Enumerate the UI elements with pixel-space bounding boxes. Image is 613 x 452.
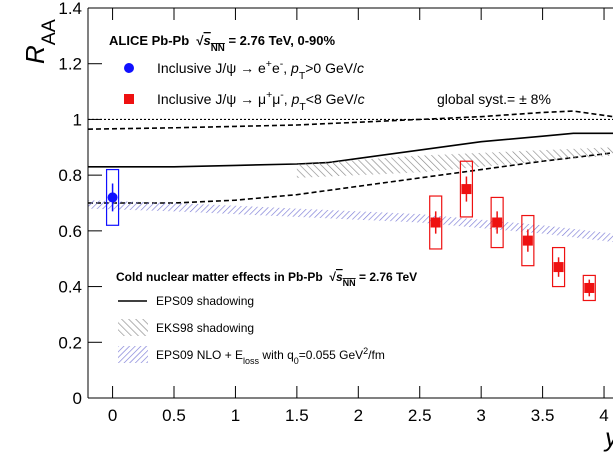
y-tick-label: 0.6: [58, 222, 82, 241]
syst-box: [521, 214, 535, 267]
legend-label-part: +: [266, 89, 272, 101]
models-title-part: √: [329, 270, 336, 284]
y-tick-label: 1.2: [58, 55, 82, 74]
syst-box: [105, 168, 120, 226]
marker: [461, 184, 472, 195]
syst-box: [551, 246, 566, 288]
marker: [553, 262, 564, 273]
legend-label-part: p: [291, 91, 300, 107]
legend-label-part: p: [290, 60, 299, 76]
syst-box: [429, 195, 443, 250]
legend-label-part: EPS09 shadowing: [156, 294, 254, 308]
model-band: [88, 200, 613, 242]
legend-label-part: Inclusive J/ψ → e: [157, 60, 266, 76]
legend-header-part: ALICE Pb-Pb: [109, 33, 196, 48]
legend-header-part: s: [204, 33, 211, 48]
legend-label-part: e: [272, 60, 280, 76]
y-axis-title-part: R: [20, 45, 50, 64]
x-tick-label: 2: [354, 406, 363, 425]
legend-label-part: -: [280, 89, 284, 101]
legend-header-part: NN: [211, 43, 225, 54]
legend-label-part: T: [299, 70, 306, 82]
x-axis-title: y: [603, 422, 613, 452]
legend-label-part: EKS98 shadowing: [156, 321, 254, 335]
data-points: [105, 160, 596, 302]
model-band: [296, 147, 613, 178]
marker: [430, 217, 441, 228]
legend-label-part: +: [266, 58, 272, 70]
models-title-part: Cold nuclear matter effects in Pb-Pb: [116, 270, 329, 284]
legend-label-part: c: [357, 60, 364, 76]
models-title-part: NN: [343, 278, 356, 288]
x-tick-label: 0: [108, 406, 117, 425]
legend-label-part: c: [358, 91, 365, 107]
y-tick-label: 0.8: [58, 166, 82, 185]
legend-header-part: √: [196, 33, 204, 48]
legend-label: EKS98 shadowing: [156, 321, 254, 335]
models-title: Cold nuclear matter effects in Pb-Pb √sN…: [116, 270, 417, 288]
marker: [584, 282, 595, 293]
legend-header: ALICE Pb-Pb √sNN = 2.76 TeV, 0-90%: [109, 33, 336, 54]
legend-swatch: [118, 319, 148, 336]
x-tick-label: 1: [231, 406, 240, 425]
marker: [107, 192, 118, 203]
model-curve: [88, 152, 613, 204]
legend-label-part: 0: [294, 356, 299, 366]
legend-label-part: Inclusive J/ψ → μ: [157, 91, 266, 107]
x-tick-label: 0.5: [162, 406, 186, 425]
y-tick-label: 0: [73, 389, 82, 408]
x-tick-label: 4: [599, 406, 608, 425]
global-syst: global syst.= ± 8%: [437, 91, 551, 107]
marker: [492, 217, 503, 228]
legend-label-part: EPS09 NLO + E: [156, 348, 243, 362]
legend-label: EPS09 shadowing: [156, 294, 254, 308]
legend-label-part: /fm: [368, 348, 385, 362]
y-axis-title-part: AA: [38, 19, 60, 45]
legend-label-part: <8 GeV/: [306, 91, 358, 107]
legend-label: EPS09 NLO + Eloss with q0=0.055 GeV2/fm: [156, 346, 385, 366]
legend-label-part: T: [299, 101, 306, 113]
legend-marker: [124, 94, 134, 104]
x-tick-label: 3: [476, 406, 485, 425]
legend-label-part: ,: [283, 60, 291, 76]
y-axis-title: RAA: [20, 19, 60, 64]
y-tick-label: 0.2: [58, 333, 82, 352]
legend-marker: [124, 63, 134, 73]
legend-label-part: =0.055 GeV: [299, 348, 363, 362]
syst-box: [459, 160, 474, 218]
x-tick-label: 1.5: [285, 406, 309, 425]
y-tick-label: 0.4: [58, 278, 82, 297]
legend-label-part: 2: [363, 346, 368, 356]
model-bands: [88, 110, 613, 242]
legend-label-part: -: [280, 58, 284, 70]
x-tick-label: 2.5: [408, 406, 432, 425]
models-title-part: = 2.76 TeV: [356, 270, 417, 284]
model-curve: [88, 110, 613, 130]
legend-label-part: with q: [259, 348, 294, 362]
frame: 0 0.5 1 1.5 2 2.5 3 3.5 400.20.40.60.811.21.4RAA…: [20, 0, 613, 452]
legend-label-part: ,: [284, 91, 292, 107]
legend-label-part: >0 GeV/: [305, 60, 357, 76]
legend-label: Inclusive J/ψ → e+e-, pT>0 GeV/c: [157, 58, 364, 82]
syst-box: [490, 196, 504, 249]
legend-label-part: loss: [243, 356, 260, 366]
legend-header-part: = 2.76 TeV, 0-90%: [225, 33, 336, 48]
legend-label: Inclusive J/ψ → μ+μ-, pT<8 GeV/c: [157, 89, 365, 113]
marker: [522, 235, 533, 246]
x-axis-title-part: y: [603, 422, 613, 452]
legend: ALICE Pb-Pb √sNN = 2.76 TeV, 0-90%Inclus…: [109, 33, 551, 366]
syst-box: [582, 274, 596, 302]
model-curve: [88, 132, 613, 168]
x-tick-label: 3.5: [531, 406, 555, 425]
legend-label-part: μ: [272, 91, 280, 107]
legend-swatch: [118, 346, 148, 363]
models-title-part: s: [336, 270, 343, 284]
y-tick-label: 1: [73, 110, 82, 129]
y-tick-label: 1.4: [58, 0, 82, 18]
